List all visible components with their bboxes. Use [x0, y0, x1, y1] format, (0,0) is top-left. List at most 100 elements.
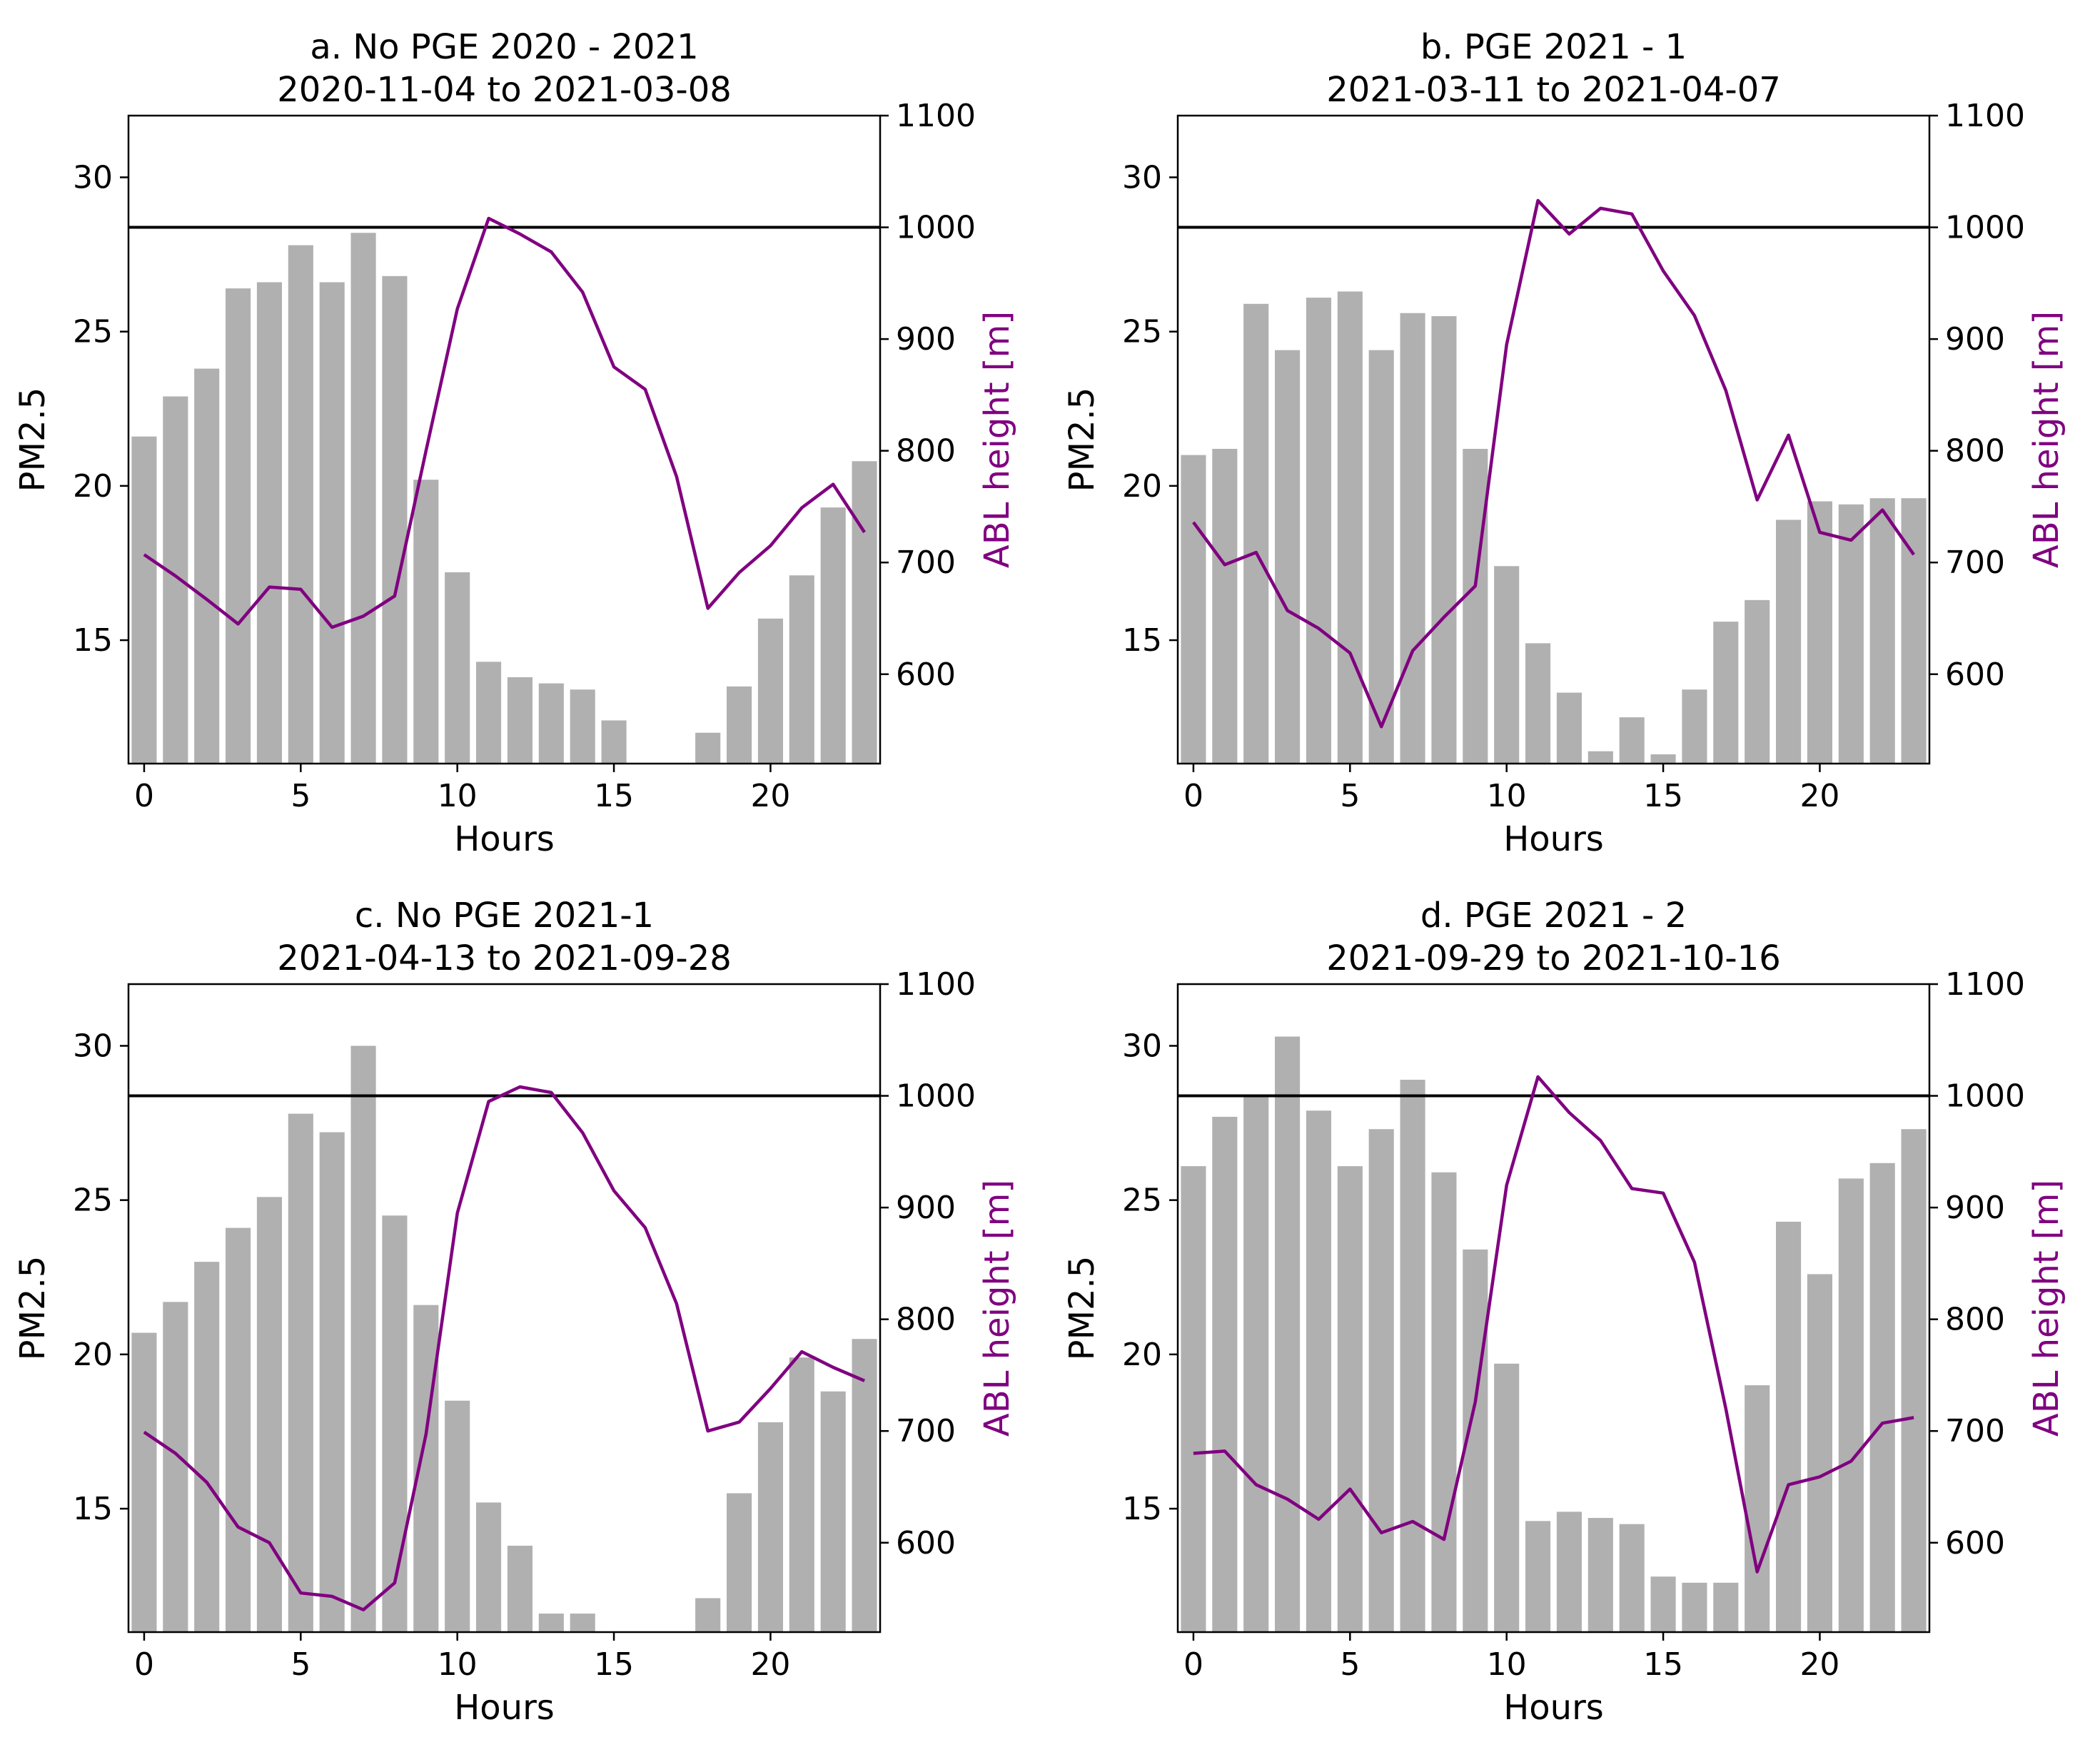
- pm25-bar: [288, 245, 313, 764]
- x-tick-label: 20: [750, 1646, 790, 1683]
- chart-title: b. PGE 2021 - 1: [1420, 27, 1687, 67]
- y-tick-label: 15: [73, 622, 113, 659]
- pm25-bar: [319, 282, 345, 764]
- y2-tick-label: 1000: [896, 210, 976, 246]
- pm25-bar: [1901, 498, 1927, 764]
- abl-height-line: [1192, 198, 1915, 729]
- pm25-bar: [1713, 622, 1739, 764]
- pm25-bar: [820, 1391, 846, 1632]
- pm25-bar: [1869, 498, 1895, 764]
- pm25-bar: [538, 683, 564, 764]
- pm25-bar: [1745, 1385, 1770, 1632]
- x-tick-label: 5: [291, 778, 311, 814]
- pm25-bar: [226, 1227, 251, 1632]
- chart-subtitle: 2021-03-11 to 2021-04-07: [1326, 70, 1781, 110]
- y2-axis-label: ABL height [m]: [977, 311, 1017, 568]
- pm25-bar: [1306, 1110, 1331, 1632]
- pm25-bar: [1525, 1521, 1551, 1632]
- pm25-bar: [445, 572, 470, 764]
- y-tick-label: 20: [73, 1337, 113, 1373]
- x-tick-label: 20: [1799, 778, 1839, 814]
- y2-tick-label: 800: [1945, 1302, 2005, 1338]
- pm25-bar: [1650, 1576, 1676, 1632]
- pm25-bar: [350, 233, 376, 764]
- y2-axis-label: ABL height [m]: [2026, 311, 2066, 568]
- pm25-bar: [131, 436, 157, 764]
- x-tick-label: 0: [1183, 1646, 1203, 1683]
- pm25-bar: [1682, 1582, 1707, 1632]
- pm25-bar: [852, 1339, 877, 1632]
- y2-tick-label: 900: [1945, 1190, 2005, 1226]
- pm25-bar: [1306, 298, 1331, 764]
- pm25-bar: [695, 1598, 721, 1632]
- plot-frame: [127, 983, 882, 1634]
- x-tick-label: 20: [1799, 1646, 1839, 1683]
- pm25-bar: [1682, 689, 1707, 764]
- pm25-bar: [476, 1502, 502, 1632]
- pm25-bar: [1556, 1511, 1582, 1632]
- pm25-bar: [288, 1113, 313, 1632]
- chart-title: c. No PGE 2021-1: [355, 896, 654, 936]
- plot-frame: [1176, 114, 1931, 765]
- y2-tick-label: 800: [896, 1302, 956, 1338]
- x-axis-label: Hours: [1503, 819, 1604, 859]
- pm25-bar: [820, 507, 846, 764]
- pm25-bar: [1337, 291, 1363, 764]
- pm25-bar: [1556, 692, 1582, 764]
- y-tick-label: 30: [1122, 159, 1162, 196]
- y2-tick-label: 1100: [1945, 966, 2025, 1003]
- pm25-bar: [1587, 751, 1613, 764]
- x-tick-label: 0: [134, 778, 154, 814]
- y2-tick-label: 900: [1945, 321, 2005, 358]
- abl-height-line: [143, 1085, 865, 1611]
- pm25-bar: [1807, 1274, 1832, 1632]
- pm25-bar: [1337, 1166, 1363, 1632]
- pm25-bar: [131, 1332, 157, 1632]
- y2-tick-label: 700: [896, 545, 956, 581]
- abl-height-line: [1193, 1075, 1914, 1574]
- pm25-bar: [727, 1493, 752, 1632]
- y-tick-label: 15: [1122, 622, 1162, 659]
- y2-tick-label: 1100: [896, 98, 976, 134]
- pm25-bar: [1838, 504, 1864, 764]
- abl-height-line: [143, 216, 866, 629]
- pm25-bar: [601, 720, 627, 764]
- y2-tick-label: 1000: [896, 1078, 976, 1115]
- y2-tick-label: 800: [1945, 433, 2005, 470]
- pm25-bar: [256, 282, 282, 764]
- y2-tick-label: 600: [896, 657, 956, 693]
- pm25-bar: [757, 1422, 783, 1632]
- y2-tick-label: 800: [896, 433, 956, 470]
- chart-subtitle: 2020-11-04 to 2021-03-08: [277, 70, 732, 110]
- pm25-bar: [256, 1197, 282, 1632]
- pm25-bar: [1243, 1095, 1269, 1632]
- pm25-bar: [695, 732, 721, 764]
- y2-tick-label: 600: [1945, 1525, 2005, 1561]
- pm25-bar: [1776, 520, 1802, 764]
- pm25-bar: [1431, 316, 1457, 764]
- y-axis-label: PM2.5: [13, 1256, 53, 1361]
- pm25-bar: [1181, 1166, 1206, 1632]
- x-axis-label: Hours: [454, 1688, 555, 1728]
- pm25-bar: [1212, 1116, 1238, 1632]
- pm25-bar: [413, 480, 439, 764]
- x-axis-label: Hours: [454, 819, 555, 859]
- y-tick-label: 25: [73, 314, 113, 350]
- y2-tick-label: 900: [896, 1190, 956, 1226]
- x-tick-label: 10: [1487, 1646, 1527, 1683]
- pm25-bar: [507, 677, 532, 764]
- y-axis-label: PM2.5: [1062, 1256, 1102, 1361]
- x-tick-label: 10: [438, 1646, 478, 1683]
- pm25-bar: [1368, 1129, 1394, 1632]
- pm25-bar: [1838, 1178, 1864, 1632]
- y-axis-label: PM2.5: [1062, 388, 1102, 492]
- pm25-bar: [1619, 1524, 1645, 1632]
- pm25-bar: [1463, 448, 1488, 764]
- y-tick-label: 15: [1122, 1491, 1162, 1527]
- y2-tick-label: 1100: [1945, 98, 2025, 134]
- pm25-bar: [194, 368, 220, 764]
- chart-subtitle: 2021-09-29 to 2021-10-16: [1326, 938, 1781, 978]
- y2-tick-label: 1100: [896, 966, 976, 1003]
- pm25-bar: [757, 618, 783, 764]
